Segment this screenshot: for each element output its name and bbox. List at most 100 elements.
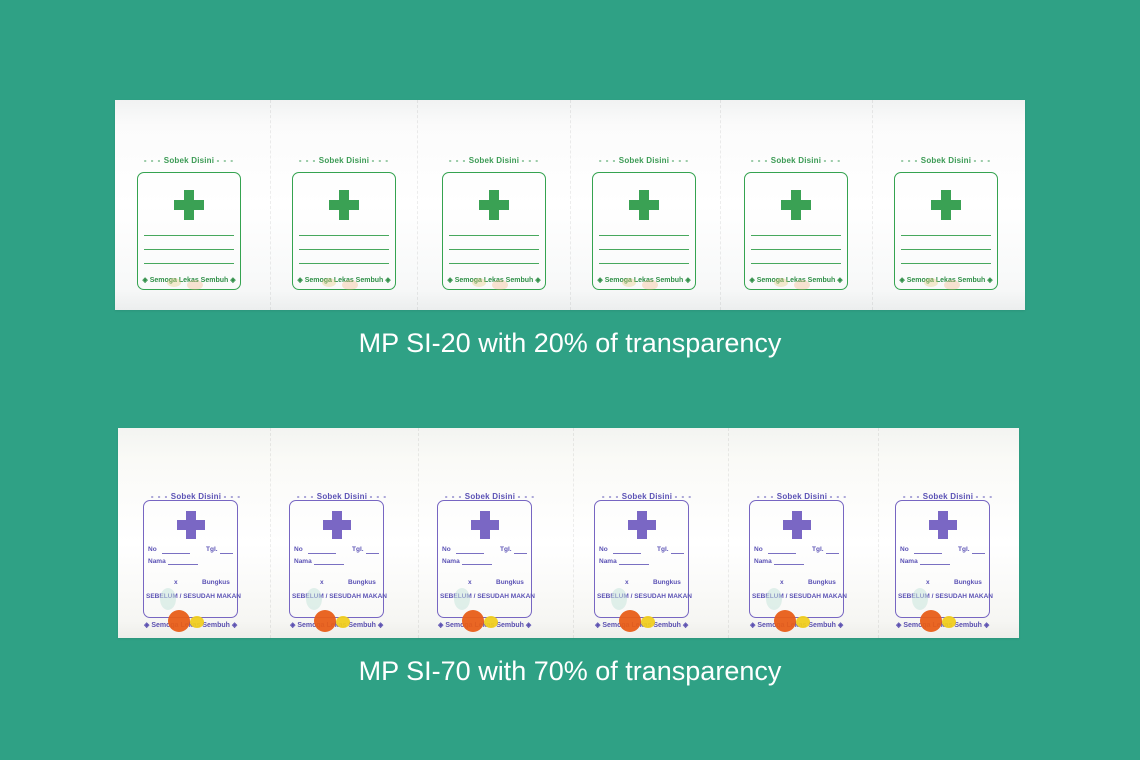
field-bungkus-label: Bungkus xyxy=(808,579,836,586)
fill-in-line xyxy=(168,564,198,565)
write-line xyxy=(901,263,991,264)
diamond-icon: ◈ xyxy=(290,622,296,629)
medicine-pill xyxy=(920,610,942,632)
tear-here-label: - - - Sobek Disini - - - xyxy=(722,156,870,165)
medicine-sachet: - - - Sobek Disini - - - No Tgl. Nama x Bungk… xyxy=(416,438,564,632)
sachet-label-box: No Tgl. Nama x Bungkus SEBELUM / SESUDAH MAKA… xyxy=(289,500,387,629)
medicine-sachet: - - - Sobek Disini - - - No Tgl. Nama x Bungk… xyxy=(268,438,416,632)
get-well-label: Semoga Lekas Sembuh xyxy=(304,277,384,284)
medicine-pill xyxy=(336,616,350,628)
write-line xyxy=(299,263,389,264)
medicine-pill xyxy=(774,610,796,632)
tear-label-text: Sobek Disini xyxy=(621,492,673,501)
medical-cross-icon xyxy=(322,511,351,539)
tear-line-right: - - - xyxy=(823,156,842,165)
medicine-pill xyxy=(454,588,470,610)
tear-here-label: - - - Sobek Disini - - - xyxy=(874,492,1022,501)
write-line xyxy=(751,235,841,236)
tear-here-label: - - - Sobek Disini - - - xyxy=(573,492,721,501)
tear-line-left: - - - xyxy=(598,156,617,165)
medical-cross-icon xyxy=(928,511,957,539)
diamond-icon: ◈ xyxy=(682,622,689,629)
diamond-icon: ◈ xyxy=(749,277,755,284)
medicine-sachet: - - - Sobek Disini - - - ◈ Semoga Lekas S… xyxy=(872,110,1020,300)
field-tgl-label: Tgl. xyxy=(352,546,364,553)
medicine-pill xyxy=(187,280,203,290)
field-tgl-label: Tgl. xyxy=(206,546,218,553)
field-no-label: No xyxy=(754,546,763,553)
tear-line-left: - - - xyxy=(444,492,463,501)
medicine-pill xyxy=(306,588,322,610)
medical-cross-icon xyxy=(329,190,359,220)
medical-cross-icon xyxy=(176,511,205,539)
tear-here-label: - - - Sobek Disini - - - xyxy=(416,492,564,501)
diamond-icon: ◈ xyxy=(750,622,756,629)
fill-in-line xyxy=(314,564,344,565)
medical-cross-icon xyxy=(627,511,656,539)
tear-label-text: Sobek Disini xyxy=(922,492,974,501)
tear-label-text: Sobek Disini xyxy=(318,156,370,165)
meal-instruction-text: SEBELUM / SESUDAH MAKAN xyxy=(898,593,993,600)
meal-instruction-text: SEBELUM / SESUDAH MAKAN xyxy=(440,593,535,600)
tear-label-text: Sobek Disini xyxy=(920,156,972,165)
medicine-sachet: - - - Sobek Disini - - - ◈ Semoga Lekas S… xyxy=(570,110,718,300)
get-well-text: ◈ Semoga Lekas Sembuh ◈ xyxy=(895,276,997,284)
sachet-divider xyxy=(417,100,418,310)
sachet-label-box: ◈ Semoga Lekas Sembuh ◈ xyxy=(744,172,848,290)
write-line xyxy=(144,235,234,236)
medicine-pill xyxy=(944,280,960,290)
medicine-sachet: - - - Sobek Disini - - - No Tgl. Nama x Bungk… xyxy=(573,438,721,632)
tear-line-left: - - - xyxy=(150,492,169,501)
field-no-label: No xyxy=(294,546,303,553)
medicine-pill xyxy=(766,588,782,610)
tear-label-text: Sobek Disini xyxy=(776,492,828,501)
medicine-pill xyxy=(642,280,658,290)
tear-line-left: - - - xyxy=(143,156,162,165)
medicine-pill xyxy=(794,280,810,290)
medical-cross-icon xyxy=(174,190,204,220)
field-x-label: x xyxy=(468,579,472,586)
medicine-pill xyxy=(492,280,508,290)
write-line xyxy=(144,263,234,264)
sachet-strip-si70: - - - Sobek Disini - - - No Tgl. Nama x Bungk… xyxy=(118,428,1019,638)
tear-label-text: Sobek Disini xyxy=(618,156,670,165)
field-nama-label: Nama xyxy=(599,558,617,565)
tear-label-text: Sobek Disini xyxy=(770,156,822,165)
tear-line-left: - - - xyxy=(296,492,315,501)
write-line xyxy=(449,235,539,236)
sachet-label-box: No Tgl. Nama x Bungkus SEBELUM / SESUDAH MAKA… xyxy=(143,500,241,629)
get-well-text: ◈ Semoga Lekas Sembuh ◈ xyxy=(293,276,395,284)
write-line xyxy=(751,263,841,264)
field-no-label: No xyxy=(148,546,157,553)
sachet-label-box: ◈ Semoga Lekas Sembuh ◈ xyxy=(442,172,546,290)
medical-cross-icon xyxy=(782,511,811,539)
sachet-label-box: No Tgl. Nama x Bungkus SEBELUM / SESUDAH MAKA… xyxy=(749,500,847,629)
medicine-sachet: - - - Sobek Disini - - - ◈ Semoga Lekas S… xyxy=(115,110,263,300)
tear-line-left: - - - xyxy=(750,156,769,165)
diamond-icon: ◈ xyxy=(535,277,541,284)
tear-label-text: Sobek Disini xyxy=(468,156,520,165)
write-line xyxy=(751,249,841,250)
tear-here-label: - - - Sobek Disini - - - xyxy=(268,492,416,501)
medicine-pill xyxy=(314,610,336,632)
fill-in-line xyxy=(613,553,641,554)
field-bungkus-label: Bungkus xyxy=(954,579,982,586)
medicine-pill xyxy=(462,610,484,632)
write-line xyxy=(449,249,539,250)
tear-here-label: - - - Sobek Disini - - - xyxy=(570,156,718,165)
write-line xyxy=(449,263,539,264)
field-tgl-label: Tgl. xyxy=(812,546,824,553)
field-nama-label: Nama xyxy=(442,558,460,565)
field-nama-label: Nama xyxy=(148,558,166,565)
meal-instruction-text: SEBELUM / SESUDAH MAKAN xyxy=(146,593,241,600)
medicine-pill xyxy=(168,610,190,632)
diamond-icon: ◈ xyxy=(385,277,391,284)
field-nama-label: Nama xyxy=(294,558,312,565)
medicine-sachet: - - - Sobek Disini - - - ◈ Semoga Lekas S… xyxy=(420,110,568,300)
diamond-icon: ◈ xyxy=(230,277,236,284)
fill-in-line xyxy=(774,564,804,565)
field-tgl-label: Tgl. xyxy=(958,546,970,553)
tear-here-label: - - - Sobek Disini - - - xyxy=(270,156,418,165)
field-bungkus-label: Bungkus xyxy=(653,579,681,586)
tear-line-left: - - - xyxy=(601,492,620,501)
